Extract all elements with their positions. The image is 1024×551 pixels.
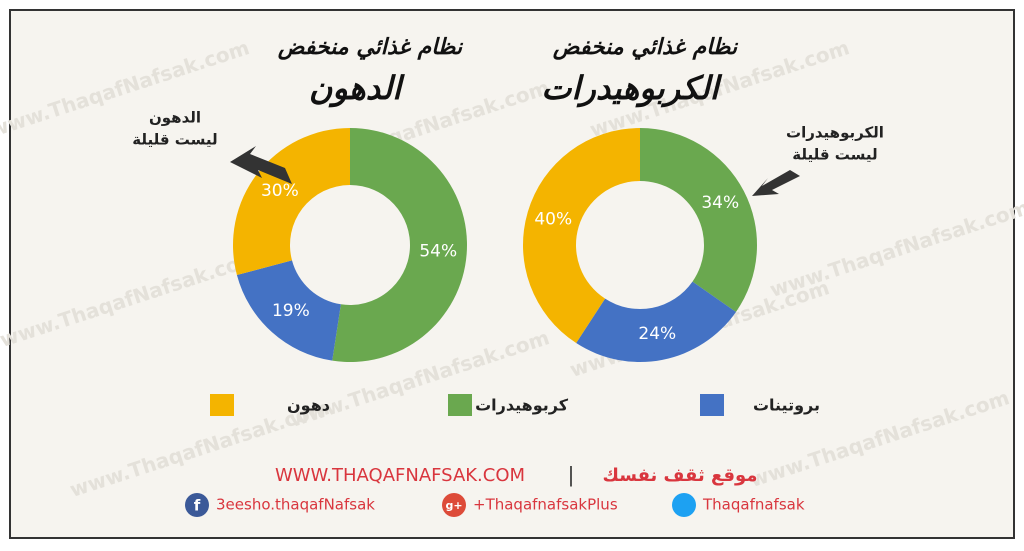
arrow	[752, 170, 800, 196]
donut-slice	[640, 128, 757, 312]
annotation: ليست قليلة	[792, 146, 877, 164]
legend-swatch	[448, 394, 472, 416]
legend-swatch	[700, 394, 724, 416]
chart-subtitle: الدهون	[309, 69, 405, 108]
donut-slice	[523, 128, 640, 344]
google-icon	[442, 493, 466, 517]
site-url: WWW.THAQAFNAFSAK.COM	[275, 465, 525, 486]
donut-slice	[332, 128, 468, 363]
twitter-handle[interactable]: Thaqafnafsak	[702, 496, 805, 514]
twitter-icon	[672, 493, 696, 517]
legend-label: كربوهيدرات	[475, 396, 569, 415]
icon-glyph: g+	[445, 499, 462, 512]
legend-swatch	[210, 394, 234, 416]
donut-slice	[236, 260, 341, 361]
donut-slice	[576, 281, 736, 362]
separator: |	[568, 463, 575, 487]
value-label: 19%	[272, 301, 310, 321]
google-handle[interactable]: +ThaqafnafsakPlus	[473, 496, 618, 514]
annotation: الدهون	[149, 109, 201, 127]
value-label: 24%	[638, 324, 676, 344]
annotation: الكربوهيدرات	[786, 124, 884, 142]
frame	[9, 9, 1015, 539]
value-label: 30%	[261, 181, 299, 201]
facebook-handle[interactable]: 3eesho.thaqafNafsak	[216, 496, 375, 514]
chart-title: نظام غذائي منخفض	[277, 35, 464, 60]
donut-slice	[233, 128, 350, 275]
facebook-icon	[185, 493, 209, 517]
legend: كربوهيدرات بروتينات دهون	[210, 394, 820, 416]
value-label: 34%	[701, 193, 739, 213]
chart-title: نظام غذائي منخفض	[552, 35, 739, 60]
legend-label: دهون	[287, 396, 330, 415]
annotation: ليست قليلة	[132, 131, 217, 149]
legend-label: بروتينات	[753, 396, 820, 415]
footer: WWW.THAQAFNAFSAK.COM | موقع ثقف نفسك f 3…	[185, 463, 805, 517]
chart-subtitle: الكربوهيدرات	[541, 69, 722, 108]
site-name: موقع ثقف نفسك	[603, 465, 758, 486]
arrow	[230, 146, 292, 184]
value-label: 54%	[419, 242, 457, 262]
icon-glyph: f	[194, 497, 201, 515]
charts: 54% 19% 30% نظام غذائي منخفض الدهون الدهون ليس…	[132, 35, 884, 363]
value-label: 40%	[534, 209, 572, 229]
